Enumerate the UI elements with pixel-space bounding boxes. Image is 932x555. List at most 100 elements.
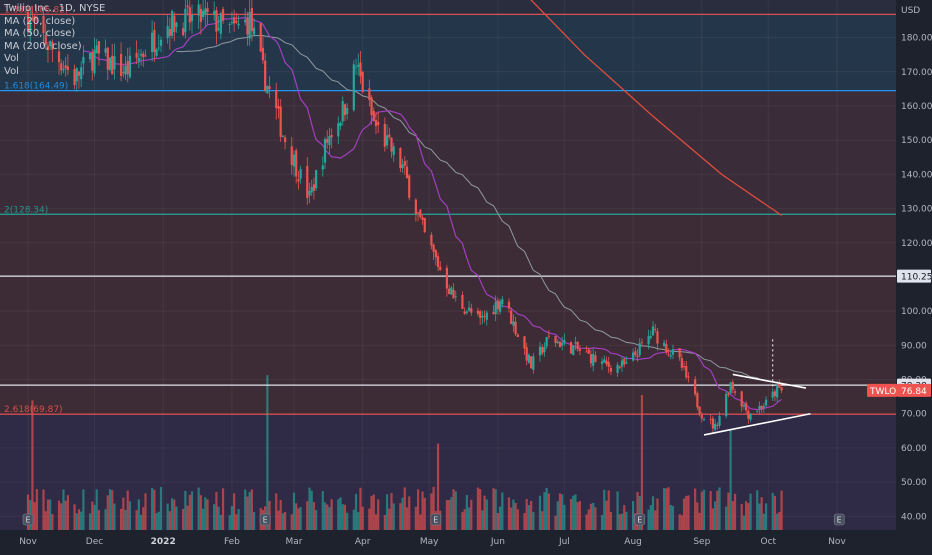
volume-bar (354, 493, 358, 530)
chart-legend: Twilio Inc., 1D, NYSE MA (20, close) MA … (4, 3, 105, 78)
volume-bar (694, 488, 697, 530)
volume-bar (139, 514, 143, 530)
volume-bar (111, 490, 114, 530)
volume-bar (467, 507, 471, 530)
candle-body (290, 146, 293, 166)
volume-bar (421, 491, 424, 530)
candle-body (237, 23, 240, 26)
time-tick-label: May (420, 537, 439, 547)
volume-bar (128, 501, 132, 530)
legend-title[interactable]: Twilio Inc., 1D, NYSE (4, 3, 106, 14)
candle-body (323, 139, 327, 163)
candle-body (184, 8, 187, 33)
time-axis-background (0, 530, 896, 550)
candle-body (663, 342, 666, 347)
volume-bar (31, 400, 34, 530)
legend-ma20[interactable]: MA (20, close) (4, 15, 76, 27)
volume-bar (711, 508, 714, 530)
volume-bar (414, 506, 417, 530)
volume-bar (186, 505, 189, 530)
volume-bar (275, 493, 278, 530)
volume-bar (113, 503, 116, 530)
fib-label: 2(128.34) (4, 205, 48, 215)
volume-bar (403, 487, 406, 530)
candle-body (450, 287, 453, 295)
candle-body (479, 311, 482, 318)
candle-body (647, 336, 650, 345)
candle-body (312, 184, 316, 191)
candle-body (554, 335, 557, 344)
fib-band-2 (0, 90, 896, 215)
volume-bar (135, 510, 138, 530)
candle-body (405, 166, 409, 179)
fib-band-3 (0, 214, 896, 415)
volume-bar (173, 499, 176, 530)
candle-body (532, 356, 535, 370)
volume-bar (217, 506, 220, 530)
candle-body (199, 8, 202, 22)
candle-body (514, 321, 517, 335)
candle-body (275, 90, 278, 108)
volume-bar (532, 511, 535, 530)
price-tick-label: 120.00 (901, 239, 932, 249)
candle-body (159, 39, 163, 46)
candle-body (780, 387, 783, 391)
volume-bar (206, 499, 209, 530)
earnings-icon-glyph: E (433, 516, 438, 525)
price-tick-label: 130.00 (901, 205, 932, 215)
volume-bar (747, 503, 750, 530)
volume-bar (281, 513, 284, 530)
volume-bar (204, 497, 207, 530)
candle-body (139, 53, 143, 56)
volume-bar (654, 510, 657, 530)
candle-body (264, 60, 267, 91)
volume-bar (213, 504, 216, 530)
candle-body (461, 294, 464, 309)
volume-bar (510, 507, 513, 530)
axis-currency: USD (901, 6, 920, 16)
candle-body (370, 97, 373, 115)
legend-ma200[interactable]: MA (200, close) (4, 40, 82, 52)
candle-body (153, 30, 156, 53)
volume-bar (530, 500, 533, 530)
candle-body (640, 341, 644, 343)
candle-body (246, 17, 249, 35)
volume-bar (465, 494, 468, 530)
volume-bar (51, 514, 54, 530)
fib-bands (0, 0, 896, 530)
volume-bar (592, 502, 595, 530)
volume-bar (780, 490, 783, 530)
candle-body (589, 354, 593, 364)
candle-body (310, 187, 313, 193)
candle-body (496, 300, 499, 310)
candle-body (261, 47, 265, 61)
volume-bar (485, 499, 488, 530)
legend-vol-2[interactable]: Vol (4, 65, 19, 77)
volume-bar (49, 499, 52, 530)
candle-body (436, 256, 440, 268)
candle-body (346, 107, 349, 114)
candle-body (545, 337, 548, 347)
candle-body (122, 72, 125, 74)
candles (26, 0, 783, 434)
volume-bar (436, 443, 440, 530)
legend-vol-1[interactable]: Vol (4, 53, 19, 64)
volume-bar (233, 493, 236, 530)
legend-ma50[interactable]: MA (50, close) (4, 28, 76, 39)
volume-bar (558, 493, 562, 530)
candle-body (201, 10, 205, 18)
candle-body (135, 53, 138, 58)
volume-bar (709, 491, 712, 530)
candle-body (569, 342, 573, 354)
candle-body (547, 335, 550, 337)
volume-bar (91, 501, 94, 530)
volume-bar (656, 498, 659, 530)
volume-bar (419, 514, 422, 530)
earnings-icon-glyph: E (25, 516, 30, 525)
moving-averages (83, 0, 782, 411)
earnings-icon-glyph: E (263, 516, 268, 525)
candle-body (523, 336, 526, 349)
candle-body (144, 55, 147, 57)
